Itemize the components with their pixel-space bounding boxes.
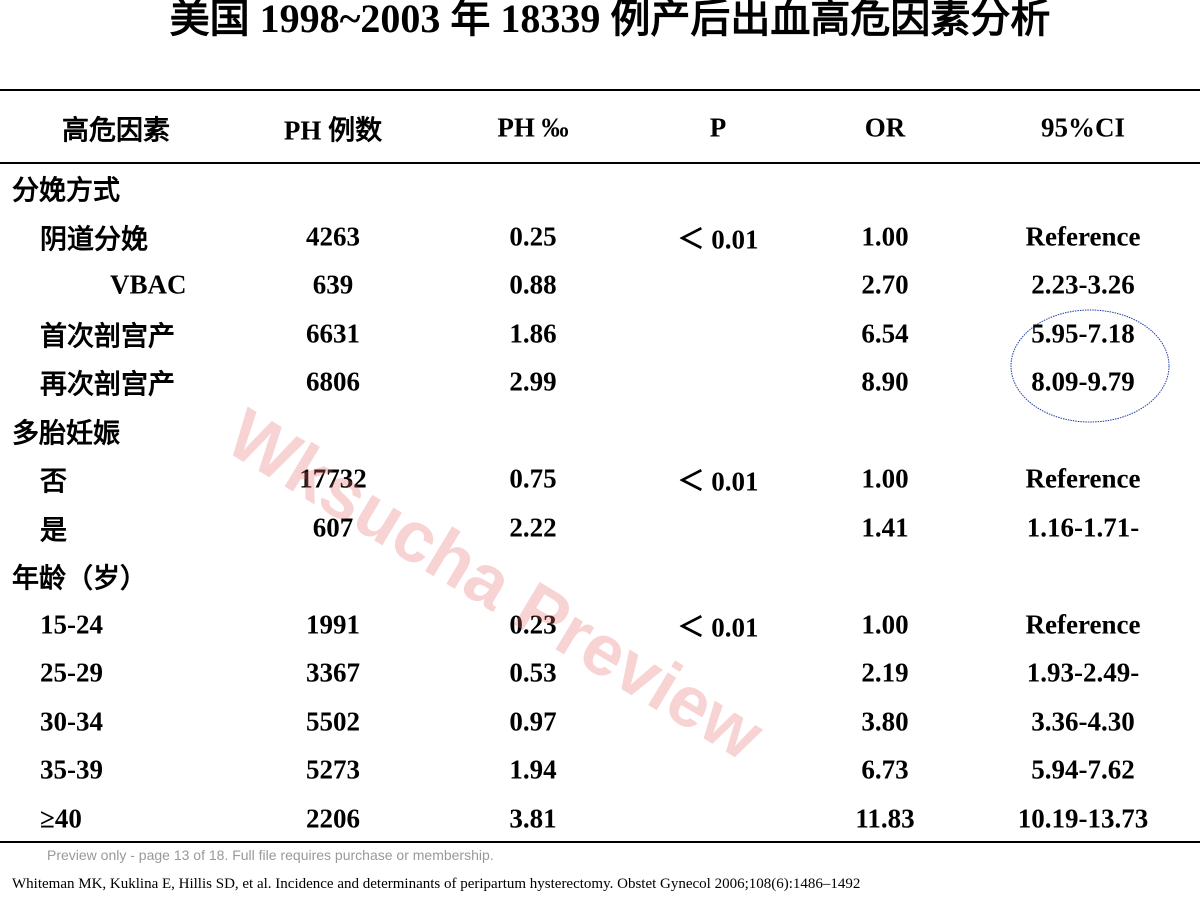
cell-ci: 5.95-7.18 <box>1031 318 1135 348</box>
cell-ci: 2.23-3.26 <box>1031 269 1135 300</box>
cell-cases: 5273 <box>306 754 360 785</box>
cell-ph: 0.88 <box>509 269 557 300</box>
row-label: 15-24 <box>40 609 103 639</box>
cell-or: 11.83 <box>855 803 915 833</box>
column-header: OR <box>864 112 906 143</box>
column-header: 95%CI <box>1040 112 1126 143</box>
cell-cases: 1991 <box>306 609 360 639</box>
row-label: VBAC <box>110 269 187 300</box>
cell-p: ＜ 0.01 <box>677 224 759 254</box>
preview-notice: Preview only - page 13 of 18. Full file … <box>47 847 494 863</box>
row-label: 是 <box>40 515 67 545</box>
row-label: 阴道分娩 <box>40 224 148 254</box>
row-label: 30-34 <box>40 706 103 736</box>
citation: Whiteman MK, Kuklina E, Hillis SD, et al… <box>12 876 861 892</box>
cell-cases: 639 <box>312 269 354 300</box>
cell-p: ＜ 0.01 <box>677 612 759 642</box>
row-label: 首次剖宫产 <box>40 321 175 351</box>
cell-or: 2.70 <box>861 269 909 300</box>
cell-cases: 2206 <box>306 803 360 833</box>
column-header: PH ‰ <box>497 112 569 143</box>
cell-ci: Reference <box>1025 463 1141 494</box>
cell-ci: 5.94-7.62 <box>1031 754 1135 785</box>
bottom-rule <box>0 841 1200 843</box>
cell-cases: 17732 <box>299 463 367 494</box>
row-label: 25-29 <box>40 657 103 688</box>
cell-or: 6.54 <box>861 318 909 348</box>
cell-or: 1.00 <box>861 609 909 639</box>
cell-ci: 3.36-4.30 <box>1031 706 1135 736</box>
cell-ci: Reference <box>1025 221 1141 251</box>
header-rule <box>0 162 1200 164</box>
top-rule <box>0 89 1200 91</box>
cell-ph: 2.22 <box>509 512 557 542</box>
cell-or: 6.73 <box>861 754 909 785</box>
cell-ph: 0.53 <box>509 657 557 688</box>
cell-p: ＜ 0.01 <box>677 466 759 497</box>
group-label: 分娩方式 <box>12 175 120 206</box>
cell-cases: 6631 <box>306 318 360 348</box>
cell-cases: 5502 <box>306 706 360 736</box>
cell-or: 3.80 <box>861 706 909 736</box>
row-label: 否 <box>40 466 67 497</box>
cell-ci: 1.93-2.49- <box>1026 657 1140 688</box>
group-label: 多胎妊娠 <box>12 418 120 448</box>
cell-cases: 4263 <box>306 221 360 251</box>
cell-or: 1.00 <box>861 463 909 494</box>
column-header: P <box>709 112 727 143</box>
cell-ci: 8.09-9.79 <box>1031 366 1135 397</box>
cell-ph: 0.25 <box>509 221 557 251</box>
cell-ph: 2.99 <box>509 366 557 397</box>
cell-ph: 1.86 <box>509 318 557 348</box>
cell-ci: Reference <box>1025 609 1141 639</box>
cell-ph: 3.81 <box>509 803 557 833</box>
column-header: 高危因素 <box>62 115 170 146</box>
highlight-ellipse <box>1010 309 1170 423</box>
row-label: 35-39 <box>40 754 103 785</box>
cell-ph: 0.75 <box>509 463 557 494</box>
cell-or: 2.19 <box>861 657 909 688</box>
watermark: Wksucha Preview <box>213 394 777 776</box>
cell-cases: 6806 <box>306 366 360 397</box>
cell-cases: 607 <box>312 512 354 542</box>
cell-or: 1.41 <box>861 512 909 542</box>
cell-ci: 1.16-1.71- <box>1026 512 1140 542</box>
row-label: 再次剖宫产 <box>40 369 175 400</box>
cell-cases: 3367 <box>306 657 360 688</box>
title: 美国 1998~2003 年 18339 例产后出血高危因素分析 <box>169 0 1051 41</box>
cell-ph: 0.23 <box>509 609 557 639</box>
cell-ph: 1.94 <box>509 754 557 785</box>
cell-ci: 10.19-13.73 <box>1017 803 1149 833</box>
cell-or: 8.90 <box>861 366 909 397</box>
cell-ph: 0.97 <box>509 706 557 736</box>
row-label: ≥40 <box>40 803 82 833</box>
group-label: 年龄（岁） <box>12 563 147 594</box>
cell-or: 1.00 <box>861 221 909 251</box>
column-header: PH 例数 <box>283 115 383 146</box>
